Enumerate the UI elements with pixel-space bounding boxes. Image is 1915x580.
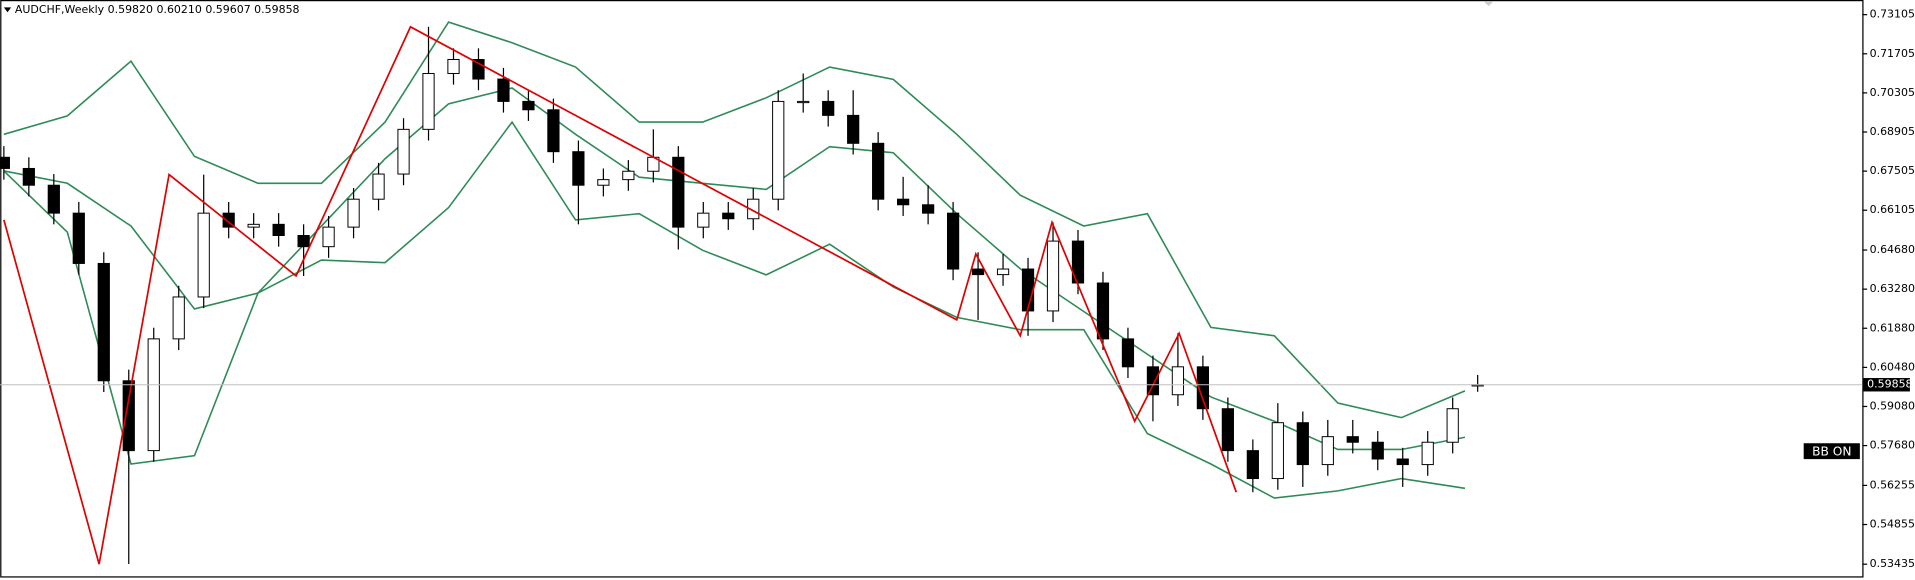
candle-body	[1396, 458, 1409, 466]
candle-body	[1421, 441, 1434, 466]
candle-body	[522, 100, 535, 111]
y-tick-label: 0.53435	[1870, 557, 1915, 570]
candle-body	[472, 59, 485, 80]
candle-body	[397, 128, 410, 175]
candle-body	[322, 226, 335, 248]
candle-body	[1096, 282, 1110, 340]
candle-body	[822, 100, 835, 116]
y-tick-label: 0.60480	[1870, 360, 1915, 373]
candle-body	[447, 59, 460, 74]
last-price-box	[1863, 378, 1910, 392]
candle-body	[197, 212, 210, 298]
candle-body	[0, 156, 10, 169]
y-tick-label: 0.70305	[1870, 86, 1915, 99]
shift-marker	[1483, 1, 1494, 7]
candle-body	[772, 100, 785, 200]
candle-body	[572, 151, 585, 186]
plot-frame	[0, 0, 1864, 578]
candle-body	[247, 223, 260, 228]
y-tick-label: 0.64680	[1870, 243, 1915, 256]
candle-body	[1121, 338, 1135, 368]
candle-body	[946, 212, 960, 270]
last-price-label: 0.59858	[1867, 378, 1912, 391]
candle-body	[147, 338, 160, 452]
candle-body	[22, 167, 35, 186]
candle-body	[122, 380, 135, 452]
candle-body	[622, 170, 635, 181]
ohlc-text: 0.59820 0.60210 0.59607 0.59858	[108, 3, 300, 16]
candle-body	[1046, 240, 1060, 312]
menu-arrow[interactable]	[3, 7, 12, 13]
candle-body	[1371, 441, 1384, 460]
candle-body	[996, 268, 1010, 276]
candle-body	[272, 223, 285, 236]
y-tick-label: 0.54855	[1870, 518, 1915, 531]
candle-body	[597, 179, 610, 186]
y-tick-label: 0.56255	[1870, 478, 1915, 491]
plot	[0, 21, 1484, 565]
candle-body	[847, 114, 860, 144]
y-tick-label: 0.71705	[1870, 47, 1915, 60]
candle-body	[222, 212, 235, 228]
candle-body	[1296, 422, 1309, 466]
candle-body	[372, 173, 385, 200]
y-tick-label: 0.59080	[1870, 399, 1915, 412]
candle-body	[697, 212, 710, 228]
candle-body	[497, 78, 510, 102]
candle-body	[722, 212, 735, 220]
candle-body	[672, 156, 685, 228]
lower-band	[3, 120, 1466, 499]
y-tick-label: 0.66105	[1870, 203, 1915, 216]
candle-body	[72, 212, 85, 264]
candle-body	[172, 296, 185, 340]
y-tick-label: 0.61880	[1870, 321, 1915, 334]
candle-body	[297, 235, 310, 248]
candle-body	[922, 204, 935, 214]
zigzag	[3, 25, 1238, 565]
candle-body	[747, 198, 760, 220]
candle-body	[1171, 366, 1185, 396]
y-tick-label: 0.73105	[1870, 8, 1915, 21]
candle-body	[897, 198, 910, 206]
candle-body	[1271, 422, 1284, 480]
candle-body	[422, 72, 435, 130]
candle-body	[347, 198, 360, 228]
candle-body	[1321, 436, 1334, 466]
candle-body	[547, 109, 560, 153]
candle-body	[1196, 366, 1209, 410]
candle-body	[1346, 436, 1359, 443]
candle-body	[1246, 450, 1259, 480]
symbol-title: AUDCHF,Weekly	[15, 3, 105, 16]
y-tick-label: 0.67505	[1870, 164, 1915, 177]
candle-body	[1221, 408, 1234, 452]
bb-button-label[interactable]: BB ON	[1812, 444, 1851, 458]
middle-band	[3, 87, 1466, 451]
bb-button[interactable]	[1803, 443, 1860, 460]
candle-body	[971, 268, 985, 276]
y-tick-label: 0.57680	[1870, 439, 1915, 452]
candle-body	[47, 184, 60, 214]
y-tick-label: 0.63280	[1870, 282, 1915, 295]
candle-body	[872, 142, 885, 200]
candle-body	[1446, 408, 1459, 443]
y-tick-label: 0.68905	[1870, 125, 1915, 138]
candle-body	[1021, 268, 1035, 312]
candle-body	[797, 100, 810, 104]
upper-band	[3, 21, 1466, 419]
candle-body	[1146, 366, 1160, 396]
candle-body	[97, 262, 110, 382]
